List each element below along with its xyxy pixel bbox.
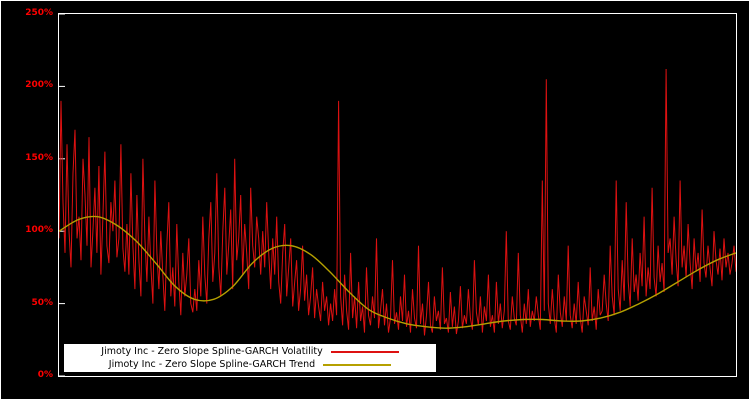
y-tick-label: 50%: [31, 297, 53, 308]
volatility-series-line: [59, 68, 736, 336]
legend-row-volatility: Jimoty Inc - Zero Slope Spline-GARCH Vol…: [64, 346, 436, 358]
legend-row-trend: Jimoty Inc - Zero Slope Spline-GARCH Tre…: [64, 359, 436, 371]
y-tick-label: 150%: [25, 152, 53, 163]
trend-series-line: [59, 215, 736, 329]
legend-label-trend: Jimoty Inc - Zero Slope Spline-GARCH Tre…: [108, 359, 316, 370]
legend-line-sample-volatility: [330, 350, 399, 353]
legend-box: Jimoty Inc - Zero Slope Spline-GARCH Vol…: [64, 344, 436, 372]
plot-area: [58, 13, 737, 377]
legend-label-volatility: Jimoty Inc - Zero Slope Spline-GARCH Vol…: [101, 346, 323, 357]
y-tick-label: 0%: [37, 370, 53, 380]
y-tick-label: 200%: [25, 80, 53, 91]
y-tick-label: 100%: [25, 225, 53, 236]
legend-line-sample-trend: [323, 363, 392, 366]
y-tick-label: 250%: [25, 8, 53, 18]
